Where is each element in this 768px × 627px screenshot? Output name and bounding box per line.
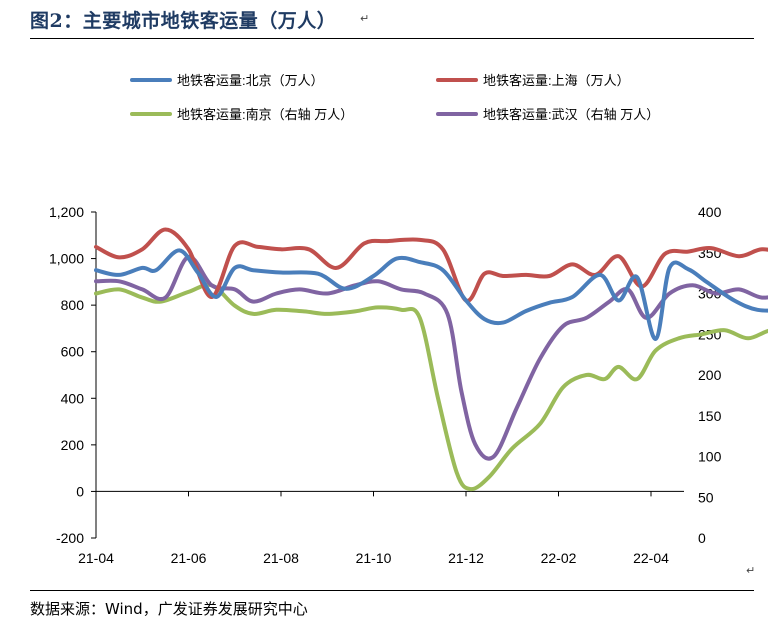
return-mark: ↵ bbox=[360, 12, 370, 25]
source-note: 数据来源：Wind，广发证券发展研究中心 bbox=[30, 600, 308, 618]
series-line bbox=[94, 227, 768, 303]
chart-series bbox=[94, 227, 768, 492]
figure-title: 图2：主要城市地铁客运量（万人） bbox=[30, 10, 337, 32]
y-right-tick-label: 150 bbox=[698, 408, 722, 424]
y-right-tick-label: 200 bbox=[698, 367, 722, 383]
series-line bbox=[94, 248, 768, 341]
x-tick-label: 21-10 bbox=[356, 550, 392, 566]
y-right-tick-label: 400 bbox=[698, 204, 722, 220]
legend-label: 地铁客运量:北京（万人） bbox=[177, 73, 324, 88]
series-line bbox=[94, 282, 768, 492]
chart-axes: -200 0 200 400 600 800 1,000 1,200 0 50 100 150 200 2… bbox=[49, 204, 722, 566]
y-right-tick-label: 100 bbox=[698, 449, 722, 465]
y-left-tick-label: 1,000 bbox=[49, 251, 84, 267]
chart-legend: 地铁客运量:北京（万人） 地铁客运量:上海（万人） 地铁客运量:南京（右轴 万人） 地… bbox=[130, 73, 659, 122]
line-chart: 地铁客运量:北京（万人） 地铁客运量:上海（万人） 地铁客运量:南京（右轴 万人） 地… bbox=[49, 73, 768, 566]
y-left-tick-label: 600 bbox=[61, 344, 85, 360]
source-rule bbox=[30, 590, 754, 591]
x-tick-label: 21-08 bbox=[263, 550, 299, 566]
y-right-tick-label: 0 bbox=[698, 530, 706, 546]
y-left-tick-label: 1,200 bbox=[49, 204, 84, 220]
series-line bbox=[94, 254, 768, 461]
x-tick-label: 21-04 bbox=[78, 550, 114, 566]
x-tick-label: 21-12 bbox=[448, 550, 484, 566]
x-tick-label: 21-06 bbox=[171, 550, 207, 566]
x-tick-label: 22-04 bbox=[633, 550, 669, 566]
y-left-tick-label: 200 bbox=[61, 437, 85, 453]
title-rule bbox=[30, 38, 754, 39]
legend-label: 地铁客运量:上海（万人） bbox=[483, 73, 630, 88]
return-mark: ↵ bbox=[746, 564, 756, 577]
y-right-tick-label: 50 bbox=[698, 489, 714, 505]
legend-label: 地铁客运量:武汉（右轴 万人） bbox=[483, 107, 659, 122]
legend-label: 地铁客运量:南京（右轴 万人） bbox=[177, 107, 353, 122]
y-left-tick-label: 400 bbox=[61, 390, 85, 406]
y-left-tick-label: -200 bbox=[56, 530, 84, 546]
y-left-tick-label: 0 bbox=[76, 483, 84, 499]
x-tick-label: 22-02 bbox=[541, 550, 577, 566]
y-left-tick-label: 800 bbox=[61, 297, 85, 313]
